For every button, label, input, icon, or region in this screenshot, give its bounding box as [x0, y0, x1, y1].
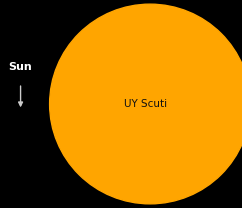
- Text: UY Scuti: UY Scuti: [124, 99, 167, 109]
- Text: Sun: Sun: [9, 62, 32, 72]
- Ellipse shape: [50, 4, 242, 204]
